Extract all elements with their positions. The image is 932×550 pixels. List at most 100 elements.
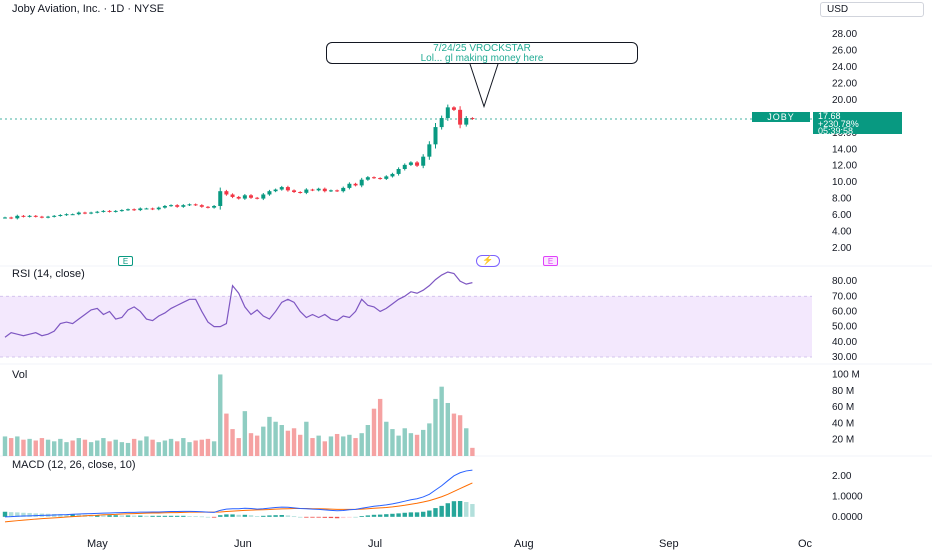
volume-bar <box>242 411 248 456</box>
macd-histogram-bar <box>316 516 321 518</box>
volume-bar <box>181 438 186 456</box>
macd-histogram-bar <box>2 511 8 517</box>
time-tick-5: Oc <box>798 538 813 550</box>
candle-body <box>378 178 383 180</box>
volume-bar <box>353 438 358 456</box>
price-tick-0: 28.00 <box>832 29 857 40</box>
volume-bar <box>371 408 377 456</box>
volume-bar <box>359 433 364 456</box>
macd-histogram-bar <box>304 516 309 518</box>
price-tick-12: 4.00 <box>832 226 852 237</box>
macd-histogram-bar <box>27 512 32 517</box>
volume-bar <box>298 434 303 456</box>
macd-histogram-bar <box>76 514 81 517</box>
volume-bar <box>101 438 106 456</box>
macd-histogram-bar <box>402 512 407 517</box>
callout-pointer <box>469 63 499 109</box>
price-change: +230.78% <box>818 118 859 129</box>
volume-bar <box>138 440 143 456</box>
macd-histogram-bar <box>439 505 444 517</box>
bar-countdown: 05:39:58 <box>818 126 854 136</box>
macd-histogram-bar <box>205 516 211 518</box>
price-tick-11: 6.00 <box>832 210 852 221</box>
volume-bar <box>156 442 161 456</box>
macd-histogram-bar <box>144 515 149 517</box>
macd-tick-1: 1.0000 <box>832 492 863 503</box>
macd-histogram-bar <box>131 515 137 517</box>
candle-body <box>107 210 112 212</box>
volume-bar <box>464 428 469 456</box>
volume-bar <box>27 438 32 456</box>
candle-body <box>70 214 75 216</box>
candle-body <box>82 212 87 214</box>
candle-body <box>310 189 315 191</box>
candle-body <box>33 215 38 217</box>
macd-histogram-bar <box>451 501 457 517</box>
candle-body <box>402 164 407 169</box>
volume-bar <box>261 426 266 456</box>
candle-body <box>261 194 266 199</box>
macd-histogram-bar <box>377 514 383 517</box>
volume-label[interactable]: Vol <box>12 369 28 381</box>
macd-histogram-bar <box>254 516 260 517</box>
macd-histogram-bar <box>199 516 204 518</box>
macd-histogram-bar <box>365 515 371 517</box>
candle-body <box>119 210 124 212</box>
macd-tick-0: 2.00 <box>832 471 852 482</box>
candle-body <box>175 205 180 207</box>
macd-histogram-bar <box>119 515 125 517</box>
volume-bar <box>254 435 260 456</box>
rsi-label[interactable]: RSI (14, close) <box>12 268 85 280</box>
macd-tick-2: 0.0000 <box>832 512 863 523</box>
macd-histogram-bar <box>384 514 389 517</box>
earnings-event-icon[interactable]: E <box>118 256 133 266</box>
macd-histogram-bar <box>285 515 291 517</box>
lightning-event-icon[interactable]: ⚡ <box>476 255 500 267</box>
macd-histogram-bar <box>334 516 340 519</box>
macd-histogram-bar <box>248 515 254 517</box>
macd-histogram-bar <box>64 514 69 517</box>
volume-bar <box>175 441 180 456</box>
last-price-box: 17.68 +230.78% 05:39:58 <box>813 112 902 136</box>
upcoming-earnings-icon[interactable]: E <box>543 256 558 266</box>
macd-histogram-bar <box>353 516 358 518</box>
macd-label[interactable]: MACD (12, 26, close, 10) <box>12 459 136 471</box>
volume-bar <box>310 438 315 456</box>
macd-histogram-bar <box>291 516 297 518</box>
annotation-line-1: 7/24/25 VROCKSTAR <box>433 43 531 54</box>
volume-bar <box>341 436 346 456</box>
volume-bar <box>316 435 321 456</box>
ticker-tag: JOBY <box>752 112 810 122</box>
time-tick-4: Sep <box>659 538 679 550</box>
candle-body <box>205 206 210 208</box>
macd-histogram-bar <box>390 513 395 517</box>
macd-histogram-bar <box>8 512 14 517</box>
macd-histogram-bar <box>261 515 266 517</box>
macd-histogram-bar <box>181 515 186 517</box>
macd-histogram-bar <box>445 503 450 517</box>
volume-bar <box>402 428 407 456</box>
macd-histogram-bar <box>408 512 414 517</box>
candle-body <box>285 187 290 191</box>
macd-histogram-bar <box>359 516 364 517</box>
candle-body <box>353 183 358 186</box>
currency-selector[interactable]: USD <box>820 2 924 17</box>
macd-histogram-bar <box>162 515 168 517</box>
candle-body <box>396 168 401 174</box>
candle-body <box>9 217 14 219</box>
volume-bar <box>414 434 420 456</box>
price-tick-4: 20.00 <box>832 95 857 106</box>
time-tick-3: Aug <box>514 538 534 550</box>
candle-body <box>384 176 389 179</box>
volume-bar <box>291 428 297 456</box>
price-tick-10: 8.00 <box>832 194 852 205</box>
candle-body <box>421 156 426 166</box>
volume-bar <box>107 441 112 456</box>
candle-body <box>236 196 241 199</box>
volume-bar <box>187 442 192 456</box>
macd-histogram-bar <box>125 515 131 517</box>
candle-body <box>218 191 223 206</box>
macd-histogram-bar <box>156 515 161 517</box>
idea-annotation[interactable]: 7/24/25 VROCKSTAR Lol... gl making money… <box>326 42 638 64</box>
